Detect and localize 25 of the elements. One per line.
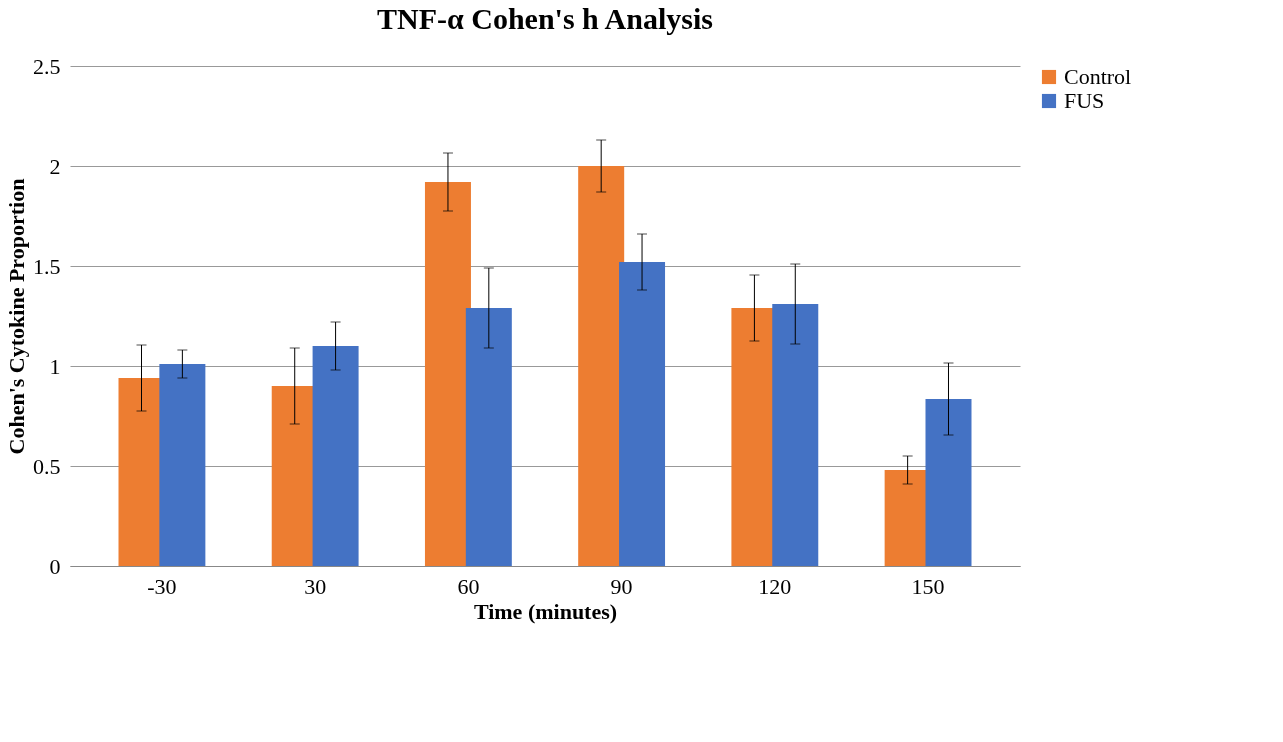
bar [312, 346, 359, 566]
bar [925, 399, 972, 566]
legend-label: Control [1064, 64, 1132, 89]
x-tick-label: 30 [304, 573, 327, 599]
y-tick-label: 2.5 [33, 53, 61, 79]
bar [772, 304, 819, 566]
y-tick-label: 1 [49, 353, 61, 379]
bar [424, 182, 471, 566]
bar [578, 166, 625, 566]
bar [465, 308, 512, 566]
y-tick-label: 2 [49, 153, 61, 179]
legend-label: FUS [1064, 88, 1105, 113]
bar [159, 364, 206, 566]
x-tick-label: 60 [457, 573, 480, 599]
x-tick-label: -30 [147, 573, 177, 599]
x-axis-title: Time (minutes) [473, 598, 618, 624]
y-tick-label: 1.5 [33, 253, 61, 279]
y-tick-label: 0.5 [33, 453, 61, 479]
bar [619, 262, 666, 566]
y-axis-title: Cohen's Cytokine Proportion [4, 178, 29, 455]
x-tick-label: 150 [911, 573, 945, 599]
x-tick-label: 120 [758, 573, 792, 599]
chart-title: TNF-α Cohen's h Analysis [377, 2, 713, 35]
y-tick-label: 0 [49, 553, 61, 579]
x-tick-label: 90 [610, 573, 633, 599]
